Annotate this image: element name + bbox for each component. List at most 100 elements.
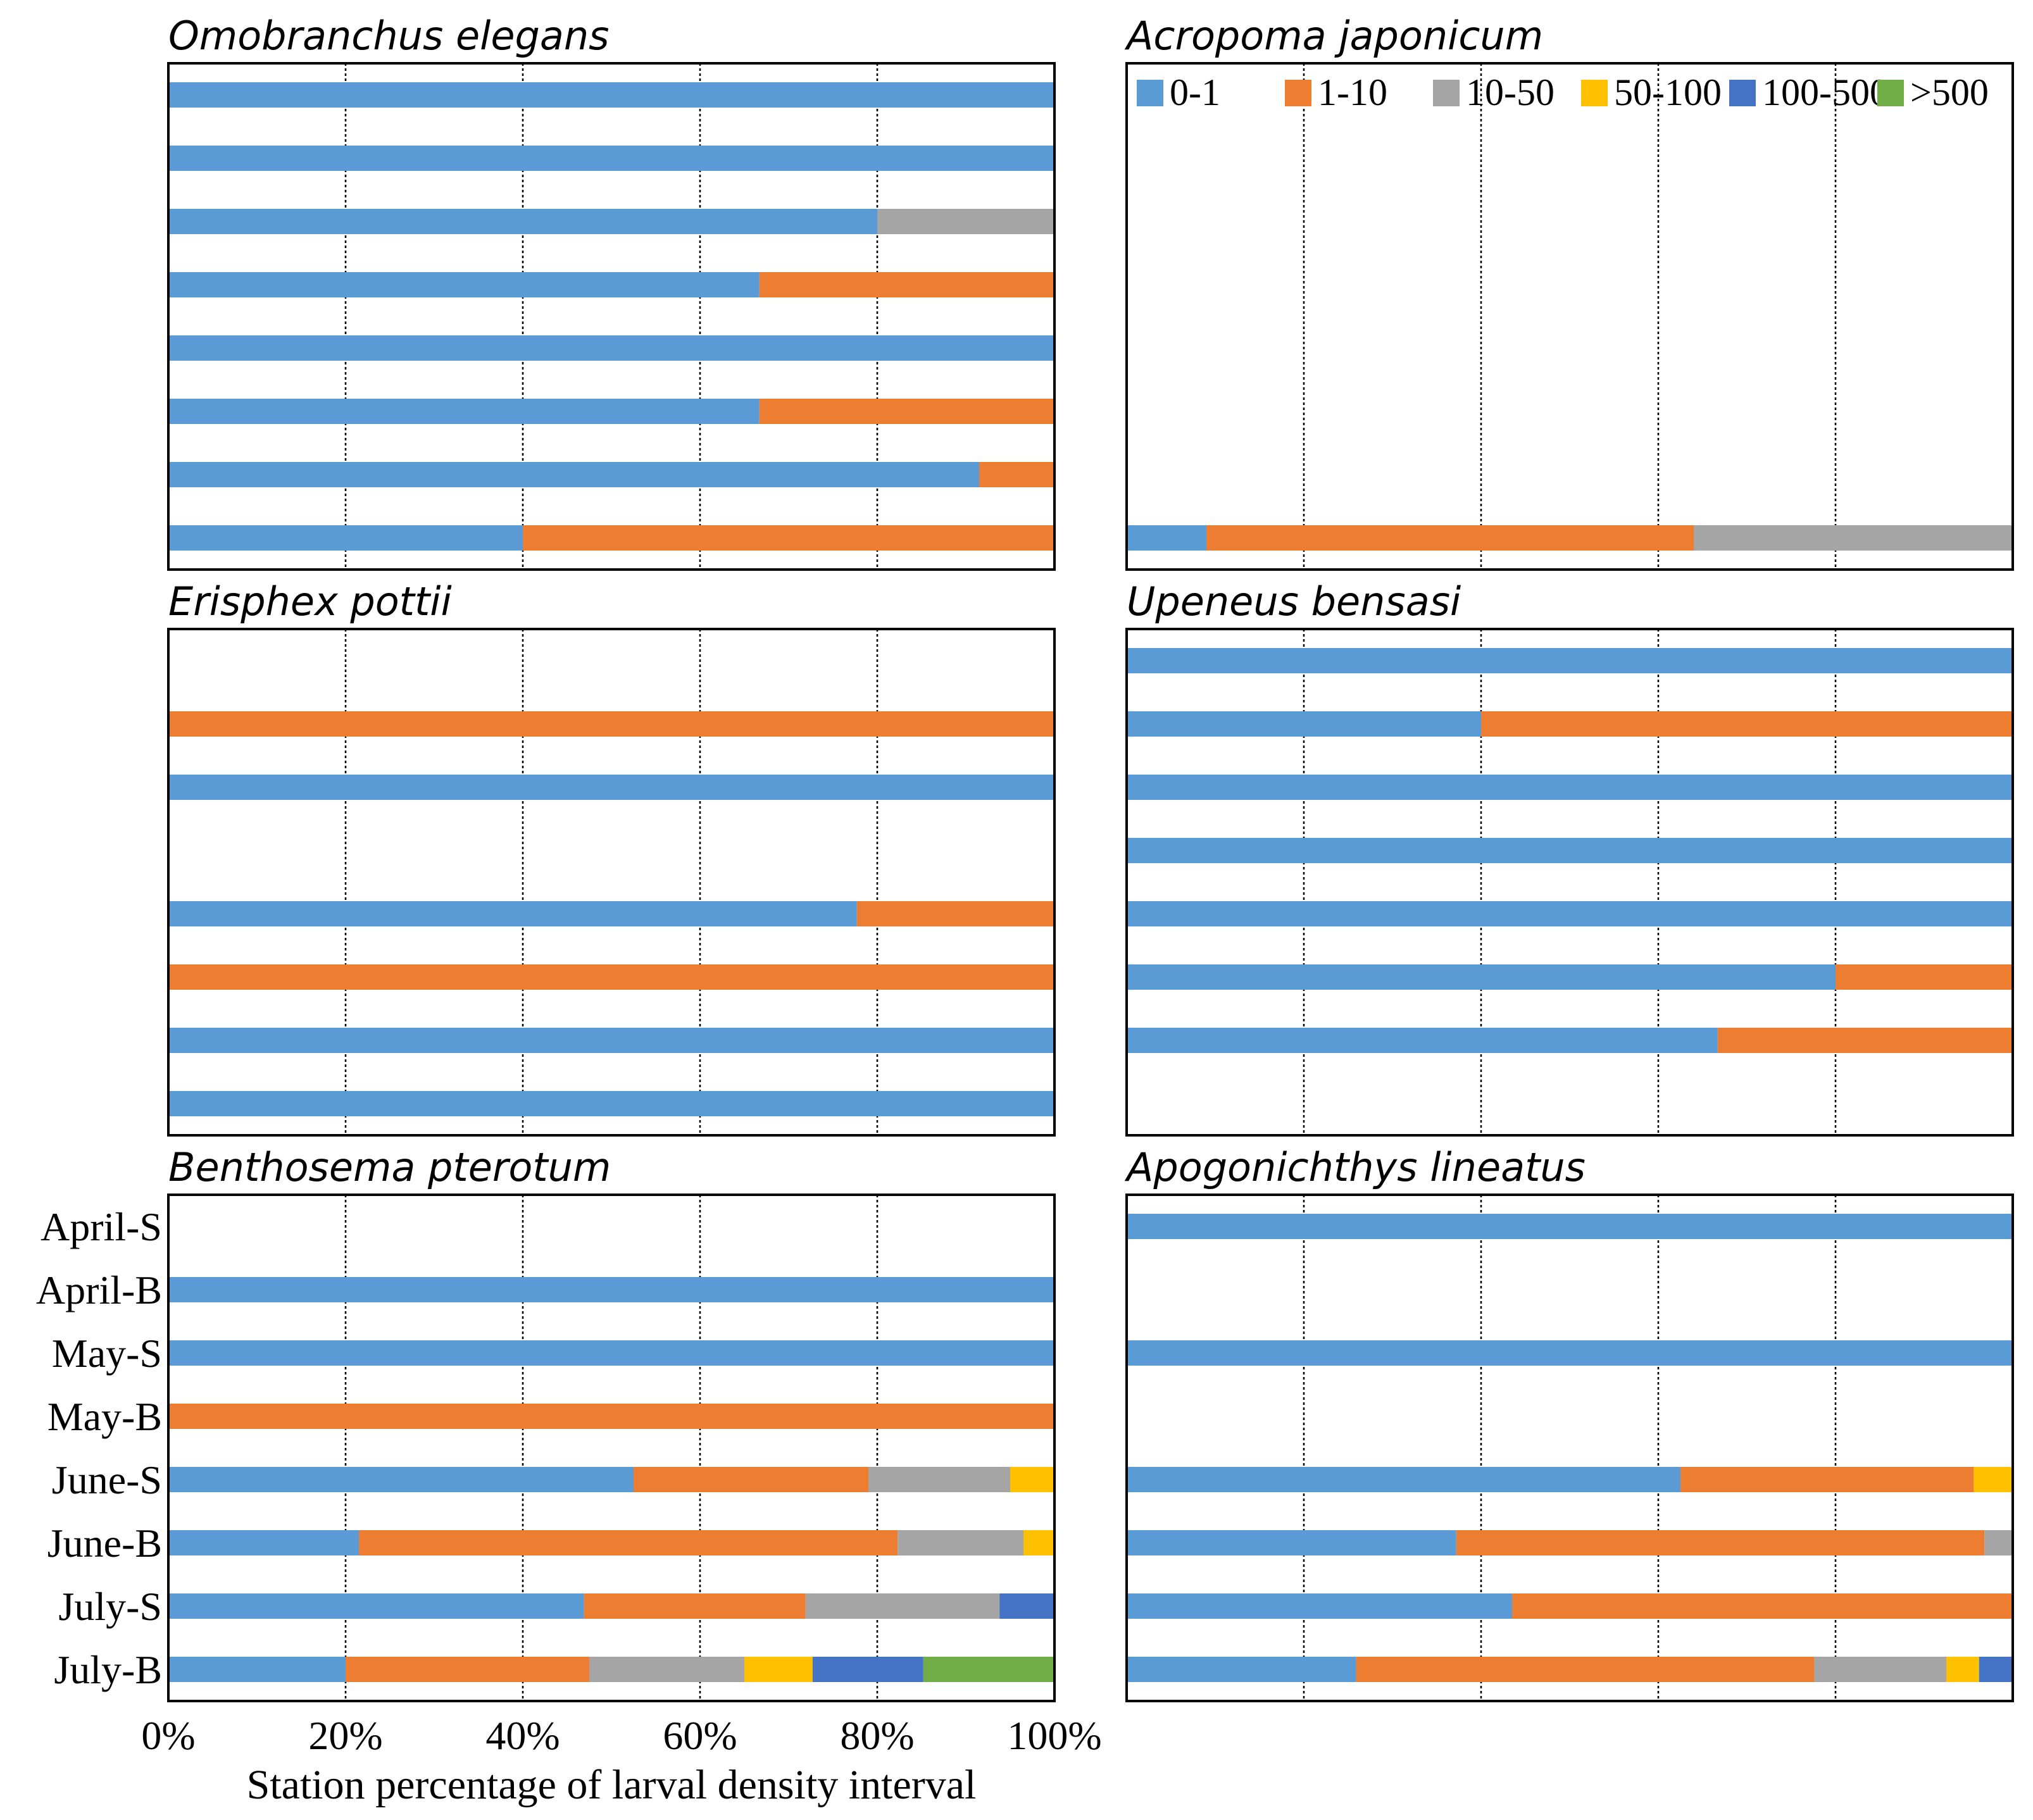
row-label-june-s: June-S bbox=[52, 1457, 162, 1502]
x-tick-80-4: 80% bbox=[840, 1713, 914, 1758]
panel-title-acropoma-japonicum: Acropoma japonicum bbox=[1124, 13, 1543, 59]
bar-segment-benthosema-pterotum-june-s-50-100 bbox=[1010, 1467, 1054, 1492]
bar-segment-acropoma-japonicum-july-b-0-1 bbox=[1127, 525, 1206, 551]
bar-segment-apogonichthys-lineatus-may-s-0-1 bbox=[1127, 1340, 2013, 1366]
bar-segment-apogonichthys-lineatus-april-s-0-1 bbox=[1127, 1214, 2013, 1239]
plot-frame-erisphex-pottii bbox=[167, 628, 1056, 1137]
bar-segment-omobranchus-elegans-april-b-0-1 bbox=[168, 146, 1054, 171]
plot-frame-omobranchus-elegans bbox=[167, 62, 1056, 571]
legend-label-0-1: 0-1 bbox=[1170, 72, 1220, 113]
bar-segment-benthosema-pterotum-july-s-1-10 bbox=[584, 1593, 806, 1619]
bar-segment-erisphex-pottii-july-b-0-1 bbox=[168, 1091, 1054, 1116]
bar-segment-omobranchus-elegans-july-b-0-1 bbox=[168, 525, 523, 551]
bar-segment-benthosema-pterotum-april-b-0-1 bbox=[168, 1277, 1054, 1302]
bar-segment-apogonichthys-lineatus-july-s-0-1 bbox=[1127, 1593, 1512, 1619]
x-tick-100-5: 100% bbox=[1007, 1713, 1101, 1758]
bar-segment-benthosema-pterotum-july-s-10-50 bbox=[805, 1593, 1000, 1619]
bar-segment-upeneus-bensasi-april-s-0-1 bbox=[1127, 648, 2013, 673]
x-tick-0-0: 0% bbox=[141, 1713, 195, 1758]
bar-segment-upeneus-bensasi-july-s-1-10 bbox=[1717, 1028, 2013, 1053]
legend-label-100-500: 100-500 bbox=[1762, 72, 1889, 113]
bar-segment-apogonichthys-lineatus-july-b-0-1 bbox=[1127, 1657, 1356, 1682]
plot-frame-acropoma-japonicum bbox=[1125, 62, 2014, 571]
bar-segment-benthosema-pterotum-may-b-1-10 bbox=[168, 1404, 1054, 1429]
bar-segment-upeneus-bensasi-may-b-0-1 bbox=[1127, 838, 2013, 863]
bar-segment-upeneus-bensasi-may-s-0-1 bbox=[1127, 775, 2013, 800]
row-label-may-s: May-S bbox=[52, 1331, 162, 1376]
bar-segment-benthosema-pterotum-june-b-0-1 bbox=[168, 1530, 359, 1555]
panel-title-erisphex-pottii: Erisphex pottii bbox=[168, 578, 452, 625]
bar-segment-benthosema-pterotum-july-s-0-1 bbox=[168, 1593, 584, 1619]
bar-segment-apogonichthys-lineatus-july-s-1-10 bbox=[1512, 1593, 2013, 1619]
plot-area-erisphex-pottii bbox=[168, 629, 1054, 1135]
row-label-april-s: April-S bbox=[41, 1204, 162, 1249]
bar-segment-apogonichthys-lineatus-july-b-100-500 bbox=[1979, 1657, 2013, 1682]
legend-swatch-1-10 bbox=[1285, 80, 1311, 106]
bar-segment-benthosema-pterotum-july-b-1-10 bbox=[346, 1657, 589, 1682]
bar-segment-erisphex-pottii-april-b-1-10 bbox=[168, 711, 1054, 737]
bar-segment-apogonichthys-lineatus-june-s-50-100 bbox=[1974, 1467, 2013, 1492]
bar-segment-upeneus-bensasi-july-s-0-1 bbox=[1127, 1028, 1718, 1053]
row-label-july-s: July-S bbox=[58, 1584, 162, 1629]
panel-title-benthosema-pterotum: Benthosema pterotum bbox=[168, 1144, 611, 1190]
bar-segment-benthosema-pterotum-july-b-10-50 bbox=[589, 1657, 744, 1682]
panel-title-upeneus-bensasi: Upeneus bensasi bbox=[1127, 578, 1461, 625]
plot-area-apogonichthys-lineatus bbox=[1127, 1195, 2013, 1701]
bar-segment-omobranchus-elegans-may-b-1-10 bbox=[759, 272, 1054, 297]
bar-segment-apogonichthys-lineatus-july-b-1-10 bbox=[1356, 1657, 1815, 1682]
bar-segment-benthosema-pterotum-june-b-1-10 bbox=[359, 1530, 898, 1555]
legend-swatch-10-50 bbox=[1433, 80, 1460, 106]
legend-label-gt-500: >500 bbox=[1910, 72, 1989, 113]
row-label-june-b: June-B bbox=[47, 1521, 162, 1566]
bar-segment-upeneus-bensasi-april-b-0-1 bbox=[1127, 711, 1481, 737]
plot-area-upeneus-bensasi bbox=[1127, 629, 2013, 1135]
x-axis-label: Station percentage of larval density int… bbox=[247, 1762, 977, 1808]
legend-label-1-10: 1-10 bbox=[1318, 72, 1387, 113]
bar-segment-erisphex-pottii-june-b-1-10 bbox=[168, 964, 1054, 990]
bar-segment-apogonichthys-lineatus-june-s-1-10 bbox=[1680, 1467, 1974, 1492]
bar-segment-benthosema-pterotum-july-s-100-500 bbox=[999, 1593, 1054, 1619]
row-label-april-b: April-B bbox=[36, 1268, 162, 1312]
bar-segment-apogonichthys-lineatus-june-s-0-1 bbox=[1127, 1467, 1680, 1492]
plot-area-benthosema-pterotum bbox=[168, 1195, 1054, 1701]
bar-segment-apogonichthys-lineatus-july-b-10-50 bbox=[1814, 1657, 1946, 1682]
plot-frame-apogonichthys-lineatus bbox=[1125, 1194, 2014, 1702]
row-label-july-b: July-B bbox=[54, 1647, 162, 1692]
bar-segment-apogonichthys-lineatus-june-b-1-10 bbox=[1456, 1530, 1985, 1555]
bar-segment-omobranchus-elegans-may-b-0-1 bbox=[168, 272, 760, 297]
legend-swatch-gt-500 bbox=[1877, 80, 1904, 106]
bar-segment-benthosema-pterotum-june-s-0-1 bbox=[168, 1467, 634, 1492]
bar-segment-omobranchus-elegans-july-s-0-1 bbox=[168, 462, 979, 487]
bar-segment-omobranchus-elegans-april-s-0-1 bbox=[168, 82, 1054, 108]
bar-segment-benthosema-pterotum-july-b-0-1 bbox=[168, 1657, 346, 1682]
bar-segment-benthosema-pterotum-july-b-50-100 bbox=[744, 1657, 813, 1682]
bar-segment-acropoma-japonicum-july-b-10-50 bbox=[1694, 525, 2013, 551]
x-tick-60-3: 60% bbox=[663, 1713, 737, 1758]
legend-swatch-0-1 bbox=[1137, 80, 1163, 106]
legend-label-10-50: 10-50 bbox=[1466, 72, 1554, 113]
bar-segment-omobranchus-elegans-june-s-0-1 bbox=[168, 335, 1054, 361]
panel-title-omobranchus-elegans: Omobranchus elegans bbox=[168, 13, 609, 59]
row-label-may-b: May-B bbox=[47, 1394, 162, 1439]
bar-segment-omobranchus-elegans-may-s-10-50 bbox=[877, 209, 1054, 234]
bar-segment-benthosema-pterotum-june-s-1-10 bbox=[634, 1467, 868, 1492]
bar-segment-upeneus-bensasi-june-s-0-1 bbox=[1127, 901, 2013, 926]
bar-segment-erisphex-pottii-june-s-1-10 bbox=[856, 901, 1054, 926]
bar-segment-benthosema-pterotum-june-s-10-50 bbox=[868, 1467, 1010, 1492]
bar-segment-apogonichthys-lineatus-june-b-0-1 bbox=[1127, 1530, 1456, 1555]
plot-frame-benthosema-pterotum bbox=[167, 1194, 1056, 1702]
bar-segment-erisphex-pottii-may-s-0-1 bbox=[168, 775, 1054, 800]
bar-segment-upeneus-bensasi-april-b-1-10 bbox=[1481, 711, 2013, 737]
bar-segment-benthosema-pterotum-june-b-10-50 bbox=[898, 1530, 1023, 1555]
bar-segment-apogonichthys-lineatus-june-b-10-50 bbox=[1984, 1530, 2013, 1555]
plot-frame-upeneus-bensasi bbox=[1125, 628, 2014, 1137]
legend-swatch-100-500 bbox=[1729, 80, 1756, 106]
bar-segment-erisphex-pottii-july-s-0-1 bbox=[168, 1028, 1054, 1053]
panel-title-apogonichthys-lineatus: Apogonichthys lineatus bbox=[1124, 1144, 1586, 1190]
bar-segment-apogonichthys-lineatus-july-b-50-100 bbox=[1946, 1657, 1979, 1682]
bar-segment-benthosema-pterotum-june-b-50-100 bbox=[1023, 1530, 1054, 1555]
bar-segment-omobranchus-elegans-june-b-1-10 bbox=[759, 399, 1054, 424]
legend-label-50-100: 50-100 bbox=[1614, 72, 1722, 113]
bar-segment-omobranchus-elegans-july-s-1-10 bbox=[979, 462, 1054, 487]
bar-segment-upeneus-bensasi-june-b-0-1 bbox=[1127, 964, 1836, 990]
